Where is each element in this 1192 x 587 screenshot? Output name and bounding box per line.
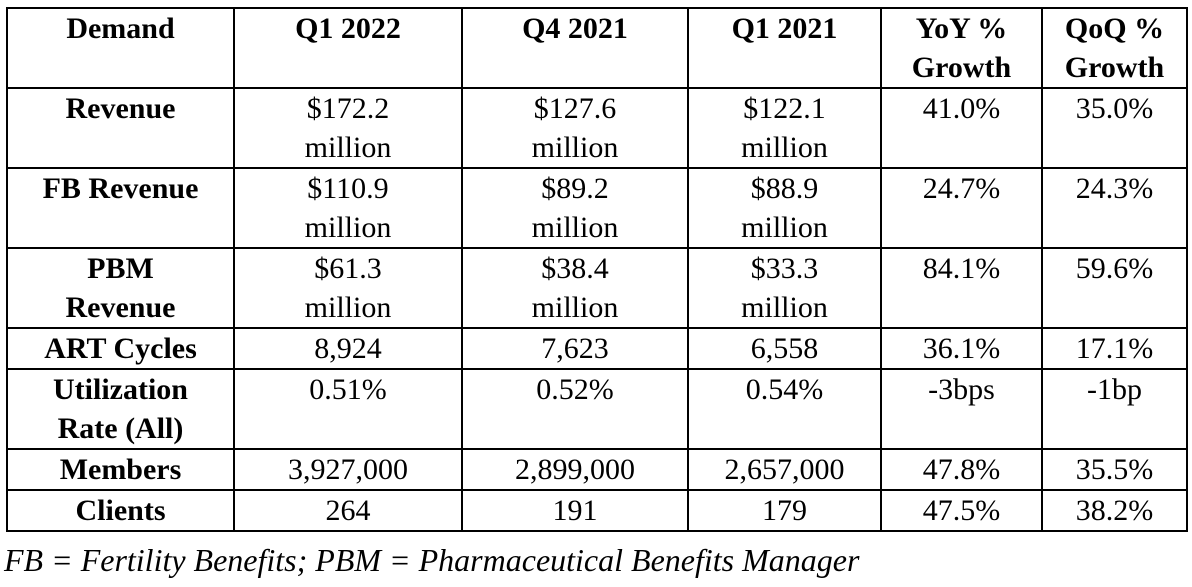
data-cell: 38.2% — [1041, 489, 1188, 532]
table-row-clients: Clients 264 191 179 47.5% 38.2% — [6, 489, 1188, 532]
data-cell: $127.6 million — [461, 87, 689, 169]
data-cell: 41.0% — [880, 87, 1043, 169]
table-row-members: Members 3,927,000 2,899,000 2,657,000 47… — [6, 448, 1188, 491]
data-cell: 191 — [461, 489, 689, 532]
table-row-art-cycles: ART Cycles 8,924 7,623 6,558 36.1% 17.1% — [6, 327, 1188, 370]
data-cell: 35.0% — [1041, 87, 1188, 169]
data-cell: $122.1 million — [687, 87, 882, 169]
header-cell-demand: Demand — [6, 7, 235, 89]
data-cell: 7,623 — [461, 327, 689, 370]
data-cell: $172.2 million — [233, 87, 463, 169]
data-cell: 47.8% — [880, 448, 1043, 491]
row-label-pbm-revenue: PBM Revenue — [6, 247, 235, 329]
header-cell-q1-2022: Q1 2022 — [233, 7, 463, 89]
data-cell: 84.1% — [880, 247, 1043, 329]
data-cell: 59.6% — [1041, 247, 1188, 329]
data-cell: 35.5% — [1041, 448, 1188, 491]
data-cell: 2,657,000 — [687, 448, 882, 491]
table-header-row: Demand Q1 2022 Q4 2021 Q1 2021 YoY % Gro… — [6, 7, 1188, 89]
data-cell: 264 — [233, 489, 463, 532]
data-cell: -1bp — [1041, 368, 1188, 450]
header-cell-yoy-growth: YoY % Growth — [880, 7, 1043, 89]
abbreviations-footnote: FB = Fertility Benefits; PBM = Pharmaceu… — [4, 542, 860, 578]
demand-metrics-table: Demand Q1 2022 Q4 2021 Q1 2021 YoY % Gro… — [6, 7, 1188, 532]
data-cell: 2,899,000 — [461, 448, 689, 491]
data-cell: 8,924 — [233, 327, 463, 370]
table-row-pbm-revenue: PBM Revenue $61.3 million $38.4 million … — [6, 247, 1188, 329]
row-label-revenue: Revenue — [6, 87, 235, 169]
data-cell: $61.3 million — [233, 247, 463, 329]
data-cell: 0.52% — [461, 368, 689, 450]
row-label-fb-revenue: FB Revenue — [6, 167, 235, 249]
data-cell: $88.9 million — [687, 167, 882, 249]
data-cell: $110.9 million — [233, 167, 463, 249]
data-cell: 17.1% — [1041, 327, 1188, 370]
data-cell: $33.3 million — [687, 247, 882, 329]
data-cell: 3,927,000 — [233, 448, 463, 491]
data-cell: 6,558 — [687, 327, 882, 370]
data-cell: 24.7% — [880, 167, 1043, 249]
header-cell-q4-2021: Q4 2021 — [461, 7, 689, 89]
header-cell-qoq-growth: QoQ % Growth — [1041, 7, 1188, 89]
data-cell: 0.51% — [233, 368, 463, 450]
data-cell: 0.54% — [687, 368, 882, 450]
row-label-members: Members — [6, 448, 235, 491]
table-row-revenue: Revenue $172.2 million $127.6 million $1… — [6, 87, 1188, 169]
header-cell-q1-2021: Q1 2021 — [687, 7, 882, 89]
data-cell: 179 — [687, 489, 882, 532]
data-cell: $89.2 million — [461, 167, 689, 249]
data-cell: 24.3% — [1041, 167, 1188, 249]
data-cell: $38.4 million — [461, 247, 689, 329]
data-cell: -3bps — [880, 368, 1043, 450]
row-label-clients: Clients — [6, 489, 235, 532]
data-cell: 36.1% — [880, 327, 1043, 370]
data-cell: 47.5% — [880, 489, 1043, 532]
row-label-utilization-rate: Utilization Rate (All) — [6, 368, 235, 450]
table-row-utilization-rate: Utilization Rate (All) 0.51% 0.52% 0.54%… — [6, 368, 1188, 450]
row-label-art-cycles: ART Cycles — [6, 327, 235, 370]
table-row-fb-revenue: FB Revenue $110.9 million $89.2 million … — [6, 167, 1188, 249]
